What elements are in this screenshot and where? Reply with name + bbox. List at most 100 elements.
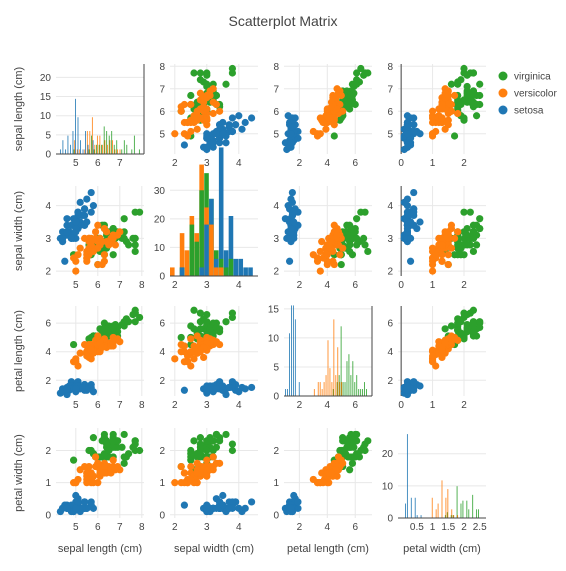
y-tick-label: 6	[159, 319, 165, 330]
legend[interactable]: virginica versicolor setosa	[498, 71, 558, 117]
point-virginica	[469, 91, 478, 100]
point-virginica	[353, 241, 361, 249]
hist-bar-virginica	[98, 144, 100, 154]
hist-bar-versicolor	[209, 224, 214, 276]
y-tick-label: 6	[387, 107, 393, 118]
point-versicolor	[187, 100, 195, 109]
x-tick-label: 5	[73, 522, 79, 533]
point-versicolor	[319, 479, 327, 487]
point-versicolor	[196, 89, 204, 97]
x-tick-label: 8	[139, 522, 145, 533]
point-versicolor	[212, 100, 220, 109]
hist-bar-virginica	[121, 149, 123, 154]
hist-bar-setosa	[291, 305, 292, 396]
point-versicolor	[447, 221, 456, 229]
point-versicolor	[109, 456, 117, 464]
point-versicolor	[322, 125, 330, 133]
point-versicolor	[428, 267, 437, 275]
point-virginica	[337, 260, 345, 269]
x-tick-label: 2	[461, 400, 467, 411]
point-virginica	[447, 322, 456, 330]
x-tick-label: 4	[236, 400, 242, 411]
y-axis-title: petal length (cm)	[13, 310, 25, 392]
point-virginica	[131, 318, 139, 326]
legend-label: virginica	[514, 72, 551, 83]
hist-bar-virginica	[476, 509, 478, 518]
point-setosa	[59, 234, 67, 242]
point-setosa	[83, 195, 91, 203]
point-virginica	[476, 323, 484, 332]
point-virginica	[469, 306, 478, 314]
hist-bar-virginica	[456, 486, 458, 518]
point-versicolor	[87, 469, 95, 477]
point-setosa	[241, 118, 249, 127]
y-tick-label: 2	[159, 446, 165, 457]
point-virginica	[469, 228, 478, 236]
point-versicolor	[196, 469, 204, 477]
legend-marker	[498, 88, 508, 98]
point-versicolor	[438, 103, 446, 111]
point-setosa	[232, 121, 240, 129]
hist-bar-virginica	[108, 135, 110, 154]
y-tick-label: 0	[273, 510, 279, 521]
x-tick-label: 0	[398, 158, 404, 169]
hist-bar-virginica	[362, 389, 364, 396]
point-virginica	[472, 241, 481, 249]
point-versicolor	[196, 114, 204, 122]
hist-bar-virginica	[93, 149, 95, 154]
panel-r4-c2: 2 3 4 0 1 2	[159, 428, 258, 533]
x-tick-label: 5	[73, 280, 79, 291]
point-virginica	[131, 234, 139, 242]
hist-bar-versicolor	[457, 515, 459, 518]
y-tick-label: 4	[45, 347, 51, 358]
point-virginica	[196, 440, 204, 448]
legend-item-setosa[interactable]: setosa	[498, 105, 544, 117]
y-axis-titles: sepal length (cm) sepal width (cm) petal l…	[13, 67, 25, 512]
point-setosa	[285, 257, 294, 265]
hist-bar-versicolor	[96, 135, 98, 154]
point-versicolor	[72, 257, 80, 265]
point-virginica	[125, 450, 133, 458]
hist-bar-setosa	[405, 503, 406, 518]
legend-item-virginica[interactable]: virginica	[498, 71, 552, 83]
y-tick-label: 6	[387, 319, 393, 330]
point-versicolor	[187, 462, 195, 471]
hist-bar-setosa	[294, 319, 296, 396]
hist-bar-versicolor	[447, 489, 449, 518]
hist-bar-versicolor	[119, 149, 121, 154]
panel-r1-c1: 0 5 10 15 20 5 6 7	[40, 64, 145, 169]
y-tick-label: 0	[159, 510, 165, 521]
point-setosa	[290, 218, 298, 226]
point-virginica	[357, 64, 365, 73]
point-setosa	[89, 202, 97, 210]
point-versicolor	[187, 335, 195, 343]
legend-item-versicolor[interactable]: versicolor	[498, 88, 558, 100]
point-setosa	[225, 504, 233, 512]
point-virginica	[212, 443, 220, 451]
point-versicolor	[432, 362, 440, 370]
y-tick-label: 8	[159, 62, 165, 73]
point-setosa	[406, 218, 415, 226]
hist-bar-virginica	[452, 515, 454, 518]
point-setosa	[78, 504, 86, 512]
point-versicolor	[98, 469, 106, 477]
hist-bar-virginica	[133, 135, 135, 154]
point-setosa	[180, 141, 188, 149]
point-virginica	[441, 325, 449, 333]
panel-r1-c2: 2 3 4 5 6 7 8	[159, 62, 258, 169]
point-versicolor	[438, 257, 446, 265]
y-tick-label: 1	[273, 478, 279, 489]
x-tick-label: 2	[297, 158, 303, 169]
point-virginica	[460, 208, 468, 216]
x-tick-label: 7	[117, 400, 123, 411]
point-virginica	[196, 318, 204, 326]
hist-bar-setosa	[223, 250, 229, 276]
point-virginica	[190, 437, 198, 445]
point-versicolor	[190, 355, 198, 363]
y-tick-label: 0	[387, 514, 393, 525]
point-virginica	[209, 437, 217, 445]
panel-r3-c4: 0 1 2 2 4 6	[387, 306, 486, 411]
point-virginica	[460, 234, 468, 242]
point-virginica	[469, 221, 478, 229]
